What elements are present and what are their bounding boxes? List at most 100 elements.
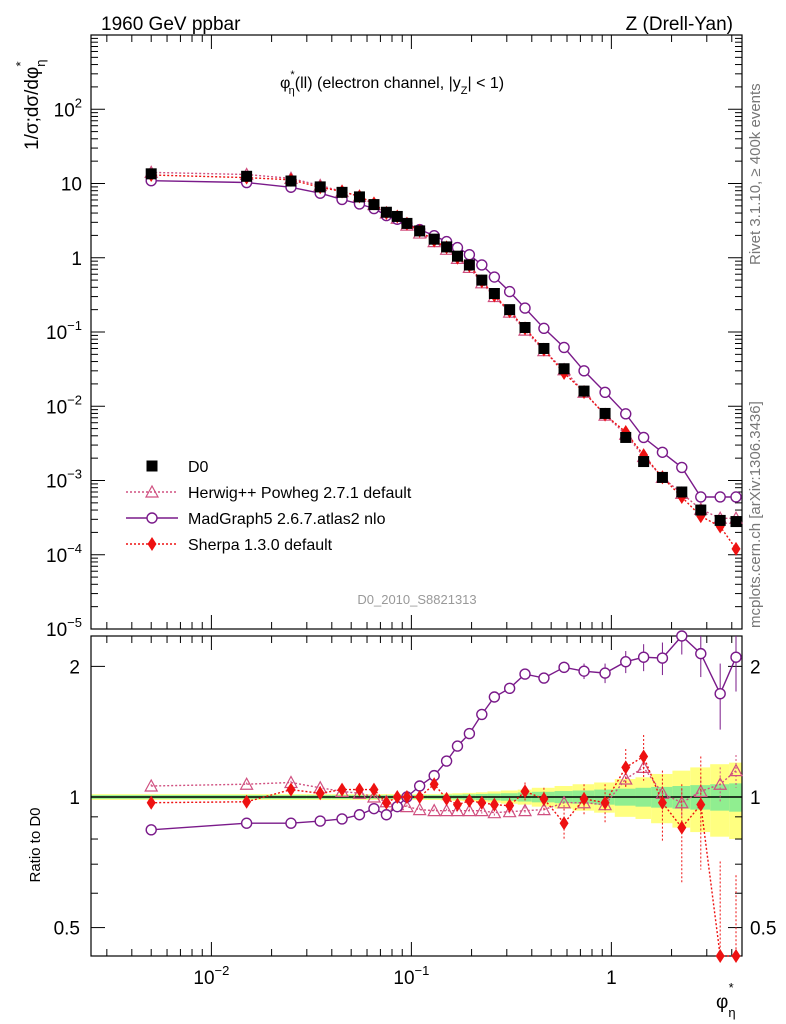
ratio-point-herwig [450, 803, 465, 817]
ratio-point-madgraph [637, 651, 650, 663]
xlabel: φη * [716, 980, 736, 1020]
main-point-d0 [441, 241, 453, 253]
ytick-base: 10 [46, 472, 67, 493]
ylabel-pre: 1/σ;dσ/dφ [22, 67, 43, 150]
xtick-label: 10−1 [393, 963, 429, 989]
ratio-ytick-label-right: 2 [750, 657, 761, 678]
ratio-point-herwig [502, 804, 517, 818]
ratio-point-sherpa [242, 794, 252, 809]
main-point-d0 [620, 431, 632, 443]
ratio-point-sherpa [354, 782, 364, 797]
main-line-madgraph [151, 180, 736, 498]
main-point-madgraph [578, 365, 590, 377]
ratio-point-madgraph [538, 672, 550, 684]
ratio-point-sherpa [464, 793, 474, 808]
xtick-exp: −1 [415, 963, 430, 978]
ytick-exp: −1 [67, 318, 82, 333]
xlabel-eta: η [728, 1005, 735, 1020]
main-panel-marks [144, 165, 744, 556]
ratio-point-sherpa [639, 749, 649, 764]
main-point-d0 [463, 259, 475, 271]
main-point-madgraph [730, 491, 742, 503]
legend-label-d0: D0 [188, 459, 209, 476]
ratio-point-sherpa [442, 791, 452, 806]
main-ytick-label: 10−2 [46, 392, 82, 418]
ratio-point-herwig [693, 784, 708, 798]
main-point-d0 [599, 407, 611, 419]
main-point-madgraph [488, 271, 501, 283]
ratio-point-madgraph [558, 661, 570, 674]
main-point-d0 [241, 170, 253, 182]
main-point-d0 [391, 210, 403, 222]
ratio-point-sherpa [381, 795, 391, 810]
main-point-madgraph [637, 431, 650, 444]
ratio-point-sherpa [505, 798, 515, 813]
main-point-d0 [714, 514, 726, 526]
ratio-point-madgraph [353, 809, 366, 821]
main-point-d0 [476, 274, 488, 286]
ratio-point-herwig [536, 802, 551, 816]
ratio-point-madgraph [503, 682, 516, 695]
main-point-d0 [414, 225, 426, 237]
ratio-point-madgraph [656, 652, 669, 664]
ratio-point-madgraph [285, 817, 297, 829]
ytick-base: 10 [46, 620, 67, 641]
main-point-d0 [314, 181, 326, 193]
main-point-d0 [451, 250, 463, 262]
header-right: Z (Drell-Yan) [626, 14, 733, 35]
legend-marker-madgraph [146, 512, 158, 524]
legend-marker-herwig [144, 484, 160, 498]
mcplots-label: mcplots.cern.ch [arXiv:1306.3436] [747, 401, 764, 628]
main-point-d0 [145, 168, 157, 180]
main-point-sherpa [731, 541, 741, 556]
ratio-point-madgraph [519, 668, 531, 680]
ratio-ytick-label-right: 1 [750, 788, 761, 809]
ytick-base: 1 [71, 249, 82, 270]
main-title: φ* η(ll) (electron channel, |yZ| < 1) [280, 69, 504, 97]
ratio-point-sherpa [337, 782, 347, 797]
xtick-base: 10 [193, 968, 214, 989]
ratio-point-sherpa [429, 777, 439, 792]
ratio-point-sherpa [600, 795, 610, 810]
ratio-point-madgraph [440, 755, 453, 767]
main-point-d0 [730, 516, 742, 528]
ratio-point-sherpa [286, 782, 296, 797]
ratio-point-sherpa [715, 949, 725, 963]
legend-label-sherpa: Sherpa 1.3.0 default [188, 537, 333, 554]
main-point-madgraph [656, 446, 669, 458]
main-point-madgraph [463, 248, 476, 261]
ytick-exp: −3 [67, 467, 82, 482]
ratio-point-sherpa [477, 795, 487, 810]
main-ytick-label: 1 [71, 249, 82, 270]
ratio-frame [90, 635, 743, 957]
ratio-point-madgraph [695, 647, 707, 660]
rivet-label: Rivet 3.1.10, ≥ 400k events [747, 83, 764, 265]
ratio-point-madgraph [476, 708, 488, 721]
title-eta: η [289, 85, 295, 97]
title-rest: (ll) (electron channel, |y [295, 75, 461, 92]
main-ytick-label: 10−3 [46, 467, 82, 493]
ratio-point-herwig [674, 795, 689, 809]
ratio-point-madgraph [240, 817, 253, 829]
legend-marker-d0 [146, 460, 158, 472]
legend-label-madgraph: MadGraph5 2.6.7.atlas2 nlo [188, 511, 386, 528]
header-left: 1960 GeV ppbar [101, 14, 241, 35]
main-ytick-label: 10−4 [46, 541, 82, 567]
xtick-base: 10 [393, 968, 414, 989]
ratio-point-herwig [399, 799, 414, 813]
xlabel-star: * [729, 980, 734, 995]
main-point-d0 [676, 486, 688, 498]
ratio-panel-marks [144, 630, 744, 963]
main-point-madgraph [538, 322, 550, 335]
title-tail: | < 1) [468, 75, 505, 92]
ratio-point-sherpa [146, 795, 156, 810]
main-point-madgraph [599, 386, 611, 399]
main-point-madgraph [695, 491, 707, 503]
main-ytick-label: 10−5 [46, 615, 82, 641]
main-point-d0 [368, 199, 380, 211]
ratio-point-madgraph [578, 665, 590, 677]
main-ytick-label: 10 [61, 175, 82, 196]
main-point-d0 [695, 504, 707, 516]
